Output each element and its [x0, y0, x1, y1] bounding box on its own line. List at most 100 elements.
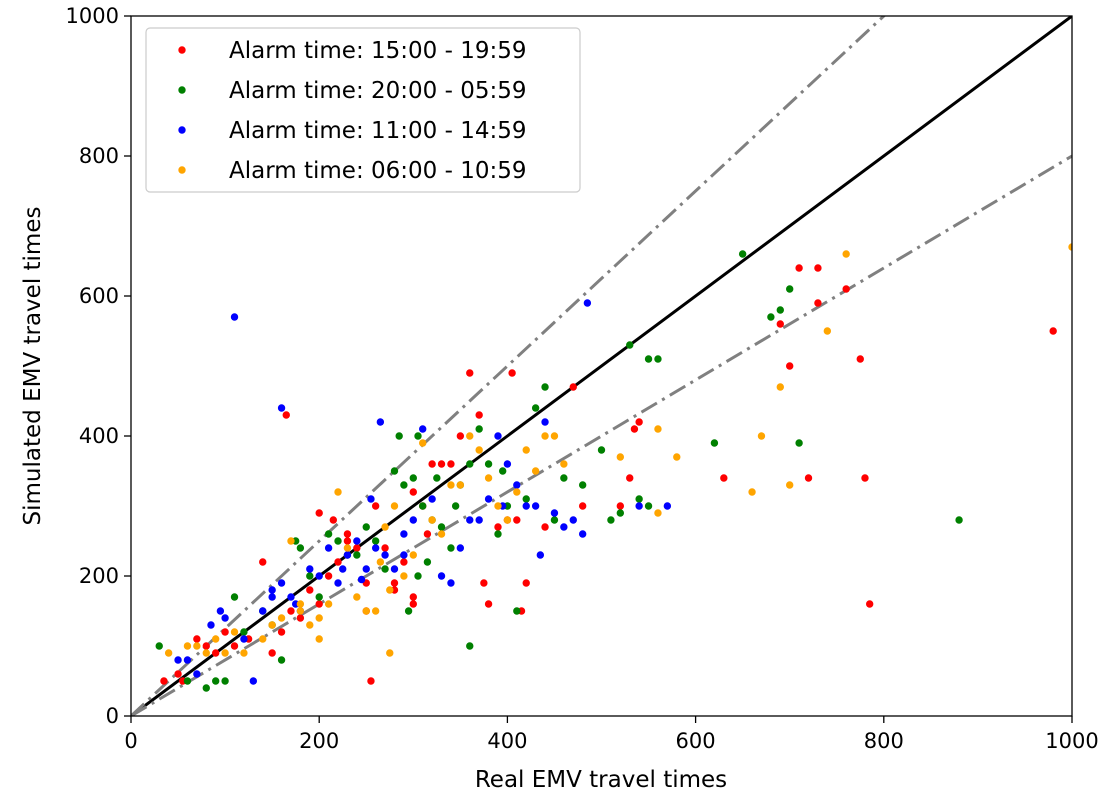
- legend-marker-1: [178, 46, 186, 54]
- data-point: [306, 586, 314, 594]
- data-point: [230, 593, 239, 601]
- data-point: [673, 453, 681, 461]
- data-point: [357, 575, 366, 584]
- data-point: [249, 677, 258, 685]
- data-point: [400, 551, 408, 559]
- data-point: [329, 516, 338, 524]
- data-point: [324, 572, 333, 580]
- data-point: [390, 565, 399, 573]
- data-point: [409, 551, 417, 559]
- data-point: [400, 530, 408, 538]
- data-point: [560, 523, 568, 531]
- data-point: [513, 488, 521, 496]
- data-point: [386, 649, 394, 657]
- data-point: [955, 516, 963, 524]
- legend-marker-2: [178, 86, 186, 94]
- data-point: [786, 362, 794, 370]
- data-point: [654, 425, 662, 433]
- data-point: [334, 579, 342, 587]
- data-point: [776, 383, 784, 391]
- data-point: [268, 649, 276, 657]
- data-point: [531, 502, 540, 510]
- data-point: [221, 628, 229, 636]
- data-point: [390, 502, 399, 510]
- data-point: [437, 460, 446, 468]
- data-point: [381, 544, 389, 552]
- data-point: [560, 460, 568, 468]
- legend-label-4: Alarm time: 06:00 - 10:59: [229, 158, 527, 184]
- data-point: [324, 544, 333, 552]
- data-point: [371, 607, 380, 615]
- data-point: [475, 425, 483, 433]
- x-tick-label: 0: [124, 729, 137, 753]
- data-point: [550, 432, 559, 440]
- data-point: [494, 530, 502, 538]
- data-point: [386, 586, 394, 594]
- data-point: [541, 418, 549, 426]
- data-point: [202, 684, 210, 692]
- data-point: [644, 502, 653, 510]
- data-point: [757, 432, 766, 440]
- data-point: [466, 432, 474, 440]
- data-point: [362, 565, 370, 573]
- data-point: [390, 467, 399, 475]
- y-axis-label: Simulated EMV travel times: [20, 207, 46, 526]
- y-tick-label: 200: [79, 564, 119, 588]
- data-point: [315, 614, 323, 622]
- data-point: [475, 516, 483, 524]
- data-point: [353, 537, 361, 545]
- data-point: [334, 558, 342, 566]
- data-point: [626, 341, 634, 349]
- data-point: [367, 677, 375, 685]
- data-point: [183, 656, 192, 664]
- data-point: [814, 299, 822, 307]
- data-point: [324, 600, 333, 608]
- data-point: [531, 404, 540, 412]
- data-point: [447, 460, 455, 468]
- data-point: [240, 628, 248, 636]
- data-point: [306, 572, 314, 580]
- data-point: [400, 481, 408, 489]
- data-point: [541, 383, 549, 391]
- x-tick-label: 400: [487, 729, 527, 753]
- data-point: [296, 614, 305, 622]
- data-point: [428, 460, 436, 468]
- data-point: [513, 481, 521, 489]
- data-point: [720, 474, 728, 482]
- data-point: [865, 600, 874, 608]
- data-point: [541, 432, 549, 440]
- data-point: [738, 250, 747, 258]
- data-point: [193, 670, 201, 678]
- data-point: [786, 481, 794, 489]
- data-point: [343, 551, 352, 559]
- data-point: [277, 656, 286, 664]
- reference-lines: [131, 16, 1072, 716]
- data-point: [211, 635, 220, 643]
- x-tick-label: 800: [864, 729, 904, 753]
- data-point: [202, 649, 210, 657]
- data-point: [160, 677, 168, 685]
- data-point: [856, 355, 864, 363]
- legend-label-1: Alarm time: 15:00 - 19:59: [229, 38, 527, 64]
- data-point: [211, 677, 220, 685]
- data-point: [306, 621, 314, 629]
- data-point: [635, 495, 643, 503]
- data-point: [404, 607, 413, 615]
- data-point: [484, 460, 493, 468]
- data-point: [466, 460, 474, 468]
- data-point: [823, 327, 832, 335]
- data-point: [268, 593, 276, 601]
- data-point: [578, 502, 587, 510]
- data-point: [315, 635, 323, 643]
- data-point: [414, 572, 422, 580]
- data-point: [423, 558, 432, 566]
- data-point: [484, 495, 493, 503]
- data-point: [569, 516, 577, 524]
- data-point: [183, 677, 192, 685]
- data-point: [211, 649, 220, 657]
- data-point: [437, 530, 446, 538]
- data-point: [419, 439, 427, 447]
- y-tick-label: 0: [106, 704, 119, 728]
- data-point: [466, 516, 474, 524]
